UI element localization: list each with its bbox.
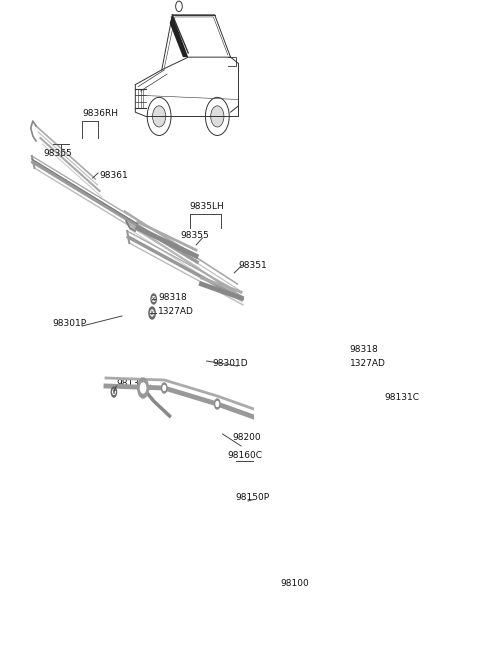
FancyBboxPatch shape xyxy=(282,519,296,573)
Text: 98131C: 98131C xyxy=(384,394,420,403)
FancyBboxPatch shape xyxy=(293,509,335,568)
Text: 98301P: 98301P xyxy=(52,319,86,329)
Circle shape xyxy=(264,419,266,424)
Circle shape xyxy=(141,383,146,393)
Polygon shape xyxy=(275,446,303,471)
Text: 98301D: 98301D xyxy=(212,359,248,369)
FancyBboxPatch shape xyxy=(284,497,347,580)
Text: 98365: 98365 xyxy=(44,150,72,159)
Text: 1327AD: 1327AD xyxy=(158,308,194,316)
Circle shape xyxy=(162,383,167,393)
Text: 9835LH: 9835LH xyxy=(190,202,225,211)
Circle shape xyxy=(340,359,347,371)
Circle shape xyxy=(366,423,371,433)
Circle shape xyxy=(215,399,220,409)
Text: 1327AD: 1327AD xyxy=(350,359,385,369)
Text: 98200: 98200 xyxy=(232,434,261,443)
Text: 98150P: 98150P xyxy=(236,493,270,502)
Circle shape xyxy=(151,310,154,316)
Circle shape xyxy=(344,348,347,354)
Text: 98100: 98100 xyxy=(281,579,310,588)
Circle shape xyxy=(343,346,348,356)
Text: 98160C: 98160C xyxy=(228,451,263,461)
Circle shape xyxy=(363,418,373,438)
Text: 98318: 98318 xyxy=(158,293,187,302)
Circle shape xyxy=(382,403,385,409)
Circle shape xyxy=(152,297,155,302)
Circle shape xyxy=(113,390,115,394)
Circle shape xyxy=(151,294,156,304)
FancyBboxPatch shape xyxy=(288,484,322,510)
Polygon shape xyxy=(281,468,326,496)
Circle shape xyxy=(262,416,267,426)
Circle shape xyxy=(138,378,148,398)
Text: 98131C: 98131C xyxy=(117,380,152,388)
Text: 98361: 98361 xyxy=(100,171,128,180)
Circle shape xyxy=(111,387,117,397)
Text: 9836RH: 9836RH xyxy=(82,109,118,118)
Text: 98351: 98351 xyxy=(239,262,267,270)
Circle shape xyxy=(163,386,166,390)
Text: 98355: 98355 xyxy=(180,232,209,241)
Circle shape xyxy=(342,362,345,368)
Circle shape xyxy=(216,401,218,407)
Circle shape xyxy=(149,307,155,319)
Text: 98318: 98318 xyxy=(350,346,379,354)
Circle shape xyxy=(381,401,386,411)
